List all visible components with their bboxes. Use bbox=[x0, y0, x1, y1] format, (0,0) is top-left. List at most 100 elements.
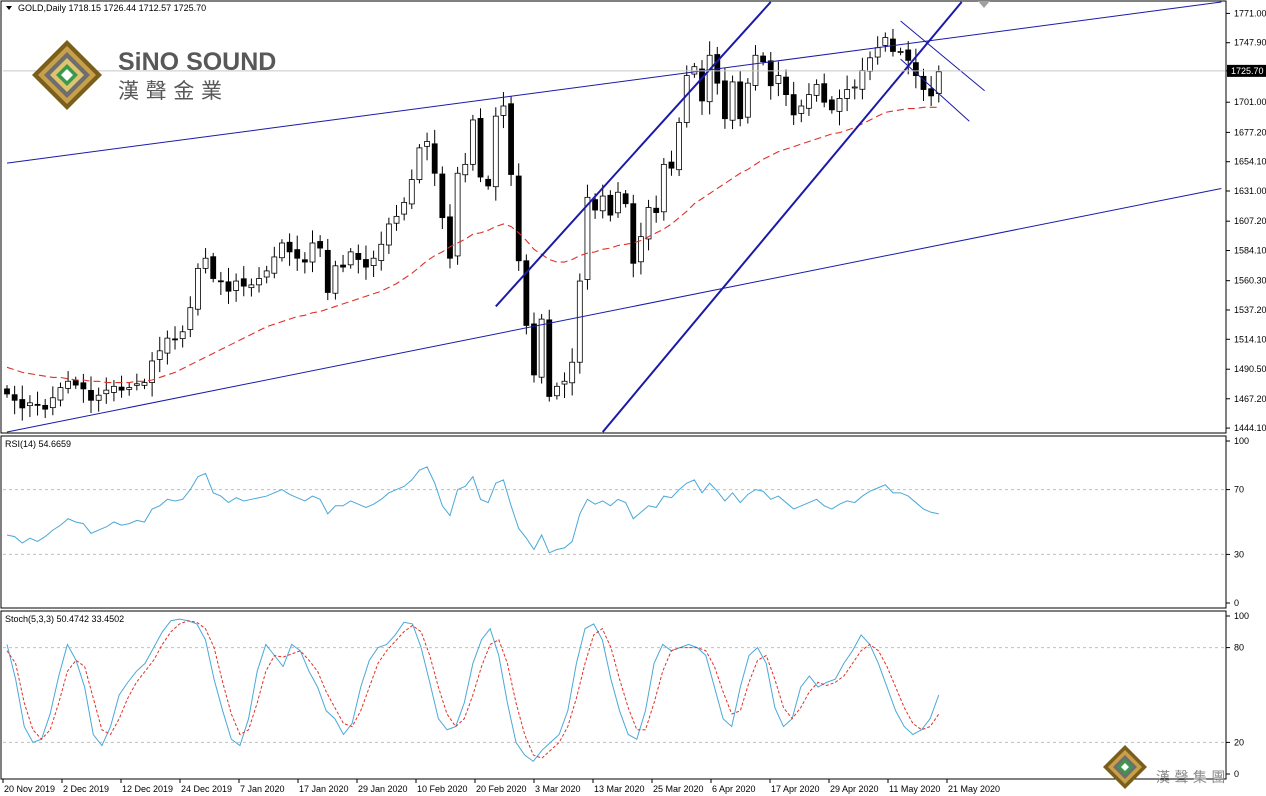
candle bbox=[11, 385, 18, 415]
candle bbox=[363, 245, 369, 280]
date-tick-label: 6 Apr 2020 bbox=[712, 784, 756, 794]
candle bbox=[828, 96, 835, 114]
candle bbox=[263, 265, 270, 284]
candle bbox=[271, 246, 278, 279]
footer-chinese: 漢 聲 集 團 bbox=[1156, 769, 1225, 786]
price-tick-label: 1631.00 bbox=[1234, 186, 1266, 196]
candle bbox=[156, 336, 163, 373]
candle bbox=[523, 254, 530, 335]
candle bbox=[385, 217, 392, 254]
candle bbox=[393, 204, 400, 231]
candle bbox=[65, 371, 71, 394]
candle bbox=[286, 233, 293, 266]
candle bbox=[912, 48, 919, 89]
trendline-down-upper[interactable] bbox=[900, 20, 985, 92]
candle bbox=[248, 278, 255, 297]
stoch-d-line bbox=[6, 620, 940, 759]
trendline-channel-right[interactable] bbox=[601, 1, 963, 433]
candle bbox=[806, 83, 812, 116]
candle bbox=[378, 231, 385, 271]
date-tick-label: 10 Feb 2020 bbox=[417, 784, 468, 794]
candle bbox=[691, 62, 698, 78]
candle bbox=[622, 189, 629, 208]
candle bbox=[256, 267, 262, 293]
candle bbox=[798, 99, 805, 123]
candle bbox=[554, 382, 560, 400]
date-tick-label: 25 Mar 2020 bbox=[653, 784, 704, 794]
stoch-panel-frame bbox=[0, 610, 1227, 780]
logo-name: SiNO SOUND bbox=[118, 48, 276, 76]
candle bbox=[103, 377, 110, 404]
candle bbox=[72, 376, 79, 389]
candle bbox=[546, 309, 553, 402]
trendline-channel-left[interactable] bbox=[495, 1, 772, 308]
candle bbox=[859, 57, 866, 100]
last-price-label: 1725.70 bbox=[1231, 66, 1264, 76]
candle bbox=[477, 108, 484, 183]
candle bbox=[485, 175, 492, 190]
logo-chinese: 漢 聲 金 業 bbox=[118, 79, 222, 103]
date-tick-label: 20 Feb 2020 bbox=[476, 784, 527, 794]
candle bbox=[508, 96, 514, 186]
candle bbox=[347, 248, 354, 269]
candle bbox=[584, 184, 591, 290]
candle bbox=[202, 248, 209, 274]
shift-marker-icon[interactable] bbox=[978, 1, 990, 8]
trendline-outer-lower[interactable] bbox=[6, 187, 1222, 433]
candle bbox=[576, 273, 583, 374]
candle bbox=[752, 45, 759, 91]
price-tick-label: 1490.50 bbox=[1234, 364, 1266, 374]
candle bbox=[126, 382, 133, 396]
candle bbox=[905, 41, 912, 75]
price-panel-frame bbox=[0, 0, 1227, 434]
candle bbox=[172, 326, 178, 350]
candle bbox=[332, 260, 339, 300]
candle bbox=[118, 375, 125, 398]
trendline-outer-upper[interactable] bbox=[6, 1, 1222, 164]
price-tick-label: 1560.30 bbox=[1234, 276, 1266, 286]
candle bbox=[355, 244, 362, 274]
rsi-tick-label: 30 bbox=[1234, 549, 1244, 559]
candle bbox=[676, 117, 682, 177]
candle bbox=[416, 144, 423, 184]
candle bbox=[111, 379, 117, 402]
rsi-label: RSI(14) 54.6659 bbox=[5, 439, 71, 449]
candle bbox=[27, 395, 33, 418]
date-tick-label: 24 Dec 2019 bbox=[181, 784, 232, 794]
trendline-down-lower[interactable] bbox=[900, 58, 970, 122]
candle bbox=[217, 271, 224, 296]
price-tick-label: 1537.20 bbox=[1234, 305, 1266, 315]
candle bbox=[729, 75, 736, 130]
candle bbox=[660, 158, 667, 221]
candle bbox=[813, 79, 820, 102]
candle bbox=[279, 239, 285, 262]
candle bbox=[57, 382, 64, 407]
symbol-dropdown-icon[interactable] bbox=[6, 6, 12, 10]
date-tick-label: 29 Apr 2020 bbox=[830, 784, 879, 794]
candle bbox=[95, 387, 102, 412]
candle bbox=[49, 386, 56, 416]
stoch-label: Stoch(5,3,3) 50.4742 33.4502 bbox=[5, 614, 124, 624]
candle bbox=[882, 32, 889, 52]
candle bbox=[638, 222, 644, 275]
candle bbox=[179, 325, 186, 348]
candle bbox=[821, 73, 828, 108]
footer-logo: 漢 聲 集 團 bbox=[1103, 745, 1225, 789]
candle bbox=[783, 69, 789, 107]
candle bbox=[34, 391, 41, 416]
date-tick-label: 20 Nov 2019 bbox=[4, 784, 55, 794]
candle bbox=[599, 184, 606, 219]
date-tick-label: 11 May 2020 bbox=[889, 784, 940, 794]
candle bbox=[233, 273, 240, 302]
stoch-k-line bbox=[6, 618, 940, 763]
candle bbox=[515, 163, 522, 271]
candle bbox=[531, 312, 537, 383]
price-tick-label: 1701.00 bbox=[1234, 97, 1266, 107]
candle bbox=[706, 41, 713, 115]
candle bbox=[133, 373, 140, 391]
candle bbox=[744, 78, 751, 124]
rsi-axis: 100 70 30 0 bbox=[1226, 436, 1249, 608]
price-tick-label: 1747.90 bbox=[1234, 38, 1266, 48]
price-layer bbox=[4, 28, 942, 421]
candle bbox=[928, 76, 935, 107]
